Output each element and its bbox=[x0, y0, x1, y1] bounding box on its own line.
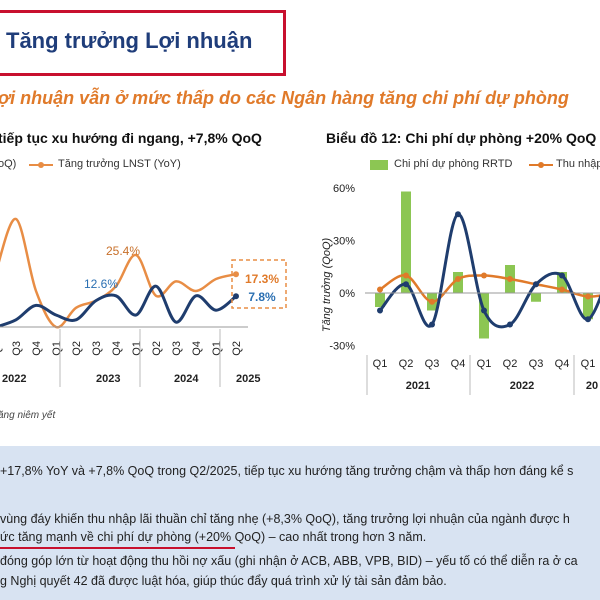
y-tick-label: 60% bbox=[333, 183, 355, 195]
x-tick-label: Q2 bbox=[0, 341, 3, 356]
series-yoy-end-point bbox=[233, 271, 239, 278]
x-tick-label: Q4 bbox=[111, 341, 123, 356]
x-tick-label: Q3 bbox=[171, 341, 183, 356]
bullet-text-3b: g Nghị quyết 42 đã được luật hóa, giúp t… bbox=[0, 574, 447, 588]
year-label: 2021 bbox=[406, 380, 430, 392]
series-income-line bbox=[379, 274, 600, 303]
title-highlight-box bbox=[0, 10, 286, 76]
y-tick-label: 0% bbox=[339, 288, 355, 300]
blue-point bbox=[585, 316, 591, 323]
blue-point bbox=[455, 211, 461, 218]
x-tick-label: Q4 bbox=[451, 358, 466, 370]
income-point bbox=[585, 293, 591, 300]
year-label: 2024 bbox=[174, 373, 199, 385]
chart-source-note: ăng niêm yết bbox=[0, 410, 56, 421]
blue-point bbox=[507, 321, 513, 328]
legend-line-marker-icon bbox=[529, 162, 553, 168]
chart-right-title: Biểu đồ 12: Chi phí dự phòng +20% QoQ bbox=[326, 130, 597, 146]
x-tick-label: Q1 bbox=[581, 358, 596, 370]
x-tick-label: Q4 bbox=[191, 341, 203, 356]
red-underline bbox=[0, 547, 235, 549]
x-tick-label: Q4 bbox=[555, 358, 570, 370]
x-tick-label: Q3 bbox=[11, 341, 23, 356]
label-7-8: 7.8% bbox=[248, 290, 276, 304]
income-point bbox=[403, 272, 409, 279]
year-label: 20 bbox=[586, 380, 598, 392]
bar-provision bbox=[583, 293, 593, 320]
commentary-panel: +17,8% YoY và +7,8% QoQ trong Q2/2025, t… bbox=[0, 446, 600, 600]
bar-provision bbox=[557, 272, 567, 293]
label-25-4: 25.4% bbox=[106, 244, 140, 258]
chart-right-legend-line: Thu nhập bbox=[556, 158, 600, 170]
income-point bbox=[507, 276, 513, 282]
x-tick-label: Q2 bbox=[71, 341, 83, 356]
bar-provision bbox=[401, 191, 411, 293]
chart-left-title: tiếp tục xu hướng đi ngang, +7,8% QoQ bbox=[0, 130, 262, 146]
legend-yoy-marker-icon bbox=[29, 162, 53, 168]
income-point bbox=[429, 298, 435, 305]
bar-provision bbox=[479, 293, 489, 339]
bullet-text-2a: vùng đáy khiến thu nhập lãi thuần chỉ tă… bbox=[0, 512, 570, 526]
blue-point bbox=[377, 307, 383, 314]
x-tick-label: Q1 bbox=[373, 358, 388, 370]
blue-point bbox=[559, 272, 565, 279]
series-qoq-line bbox=[0, 284, 237, 328]
bullet-text-1: +17,8% YoY và +7,8% QoQ trong Q2/2025, t… bbox=[0, 464, 574, 478]
x-tick-label: Q2 bbox=[503, 358, 518, 370]
chart-left-legend-qoq: oQ) bbox=[0, 158, 17, 170]
y-tick-label: 30% bbox=[333, 236, 355, 248]
x-tick-label: Q2 bbox=[231, 341, 243, 356]
series-blue-line bbox=[378, 212, 600, 329]
label-12-6: 12.6% bbox=[84, 277, 118, 291]
chart-right-legend-bar: Chi phí dự phòng RRTD bbox=[394, 158, 513, 170]
x-tick-label: Q4 bbox=[31, 341, 43, 356]
highlight-box bbox=[231, 259, 287, 309]
x-tick-label: Q3 bbox=[425, 358, 440, 370]
year-label: 2025 bbox=[236, 373, 260, 385]
x-tick-label: Q2 bbox=[151, 341, 163, 356]
chart-right-ylabel: Tăng trưởng (QoQ) bbox=[321, 238, 333, 333]
page-title: Tăng trưởng Lợi nhuận bbox=[6, 28, 253, 53]
chart-right-plot: Tăng trưởng (QoQ) 60% 30% 0% -30% Q1 Q2 Q3 Q4 Q… bbox=[321, 183, 600, 395]
year-label: 2023 bbox=[96, 373, 120, 385]
x-tick-label: Q1 bbox=[131, 341, 143, 356]
section-headline: ợi nhuận vẫn ở mức thấp do các Ngân hàng… bbox=[0, 88, 569, 108]
bullet-text-3a: đóng góp lớn từ hoạt động thu hồi nợ xấu… bbox=[0, 554, 578, 568]
income-point bbox=[377, 286, 383, 293]
blue-point bbox=[533, 281, 539, 288]
x-tick-label: Q1 bbox=[477, 358, 492, 370]
series-qoq-end-point bbox=[233, 293, 239, 300]
income-point bbox=[455, 276, 461, 282]
income-point bbox=[559, 286, 565, 293]
blue-point bbox=[481, 307, 487, 314]
x-tick-label: Q3 bbox=[529, 358, 544, 370]
bar-provision bbox=[375, 293, 385, 307]
legend-bar-swatch-icon bbox=[370, 160, 388, 170]
blue-point bbox=[429, 321, 435, 328]
series-yoy-line bbox=[0, 217, 237, 329]
income-point bbox=[481, 272, 487, 279]
year-label: 2022 bbox=[510, 380, 534, 392]
chart-left-legend-yoy: Tăng trưởng LNST (YoY) bbox=[58, 158, 181, 170]
year-label: 2022 bbox=[2, 373, 26, 385]
chart-left-plot: 17.3% 7.8% 25.4% 12.6% Q2 Q3 Q4 Q1 Q2 Q3 Q4 Q1 Q… bbox=[0, 217, 287, 387]
bar-provision bbox=[531, 293, 541, 302]
x-tick-label: Q3 bbox=[91, 341, 103, 356]
blue-point bbox=[403, 281, 409, 288]
x-tick-label: Q2 bbox=[399, 358, 414, 370]
label-17-3: 17.3% bbox=[245, 272, 279, 286]
x-tick-label: Q1 bbox=[211, 341, 223, 356]
x-tick-label: Q1 bbox=[51, 341, 63, 356]
y-tick-label: -30% bbox=[329, 341, 355, 353]
bar-provision bbox=[453, 272, 463, 293]
bullet-text-2b: ức tăng mạnh về chi phí dự phòng (+20% Q… bbox=[0, 530, 427, 544]
